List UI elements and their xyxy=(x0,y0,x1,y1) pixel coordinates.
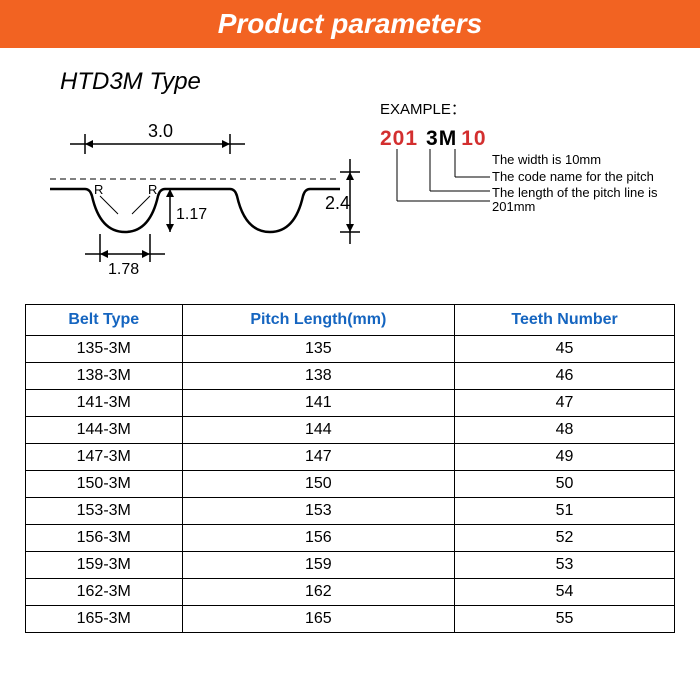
table-cell: 141-3M xyxy=(26,390,183,417)
belt-profile-svg: 3.0 R R 1.17 2.4 xyxy=(30,104,360,284)
table-cell: 165-3M xyxy=(26,606,183,633)
spec-table-container: Belt Type Pitch Length(mm) Teeth Number … xyxy=(0,304,700,633)
table-cell: 153 xyxy=(182,498,455,525)
table-cell: 162 xyxy=(182,579,455,606)
table-cell: 55 xyxy=(455,606,675,633)
table-row: 138-3M13846 xyxy=(26,363,675,390)
table-cell: 147-3M xyxy=(26,444,183,471)
table-cell: 159 xyxy=(182,552,455,579)
example-block: EXAMPLE： 2013M10 The width is 10mm The c… xyxy=(360,68,680,289)
table-row: 135-3M13545 xyxy=(26,336,675,363)
table-cell: 135-3M xyxy=(26,336,183,363)
table-cell: 48 xyxy=(455,417,675,444)
table-cell: 53 xyxy=(455,552,675,579)
table-cell: 162-3M xyxy=(26,579,183,606)
page-header: Product parameters xyxy=(0,0,700,48)
table-cell: 165 xyxy=(182,606,455,633)
table-header-row: Belt Type Pitch Length(mm) Teeth Number xyxy=(26,305,675,336)
col-teeth-number: Teeth Number xyxy=(455,305,675,336)
tooth-height-dim: 1.17 xyxy=(176,206,207,223)
example-title: EXAMPLE： xyxy=(380,98,680,119)
tooth-width-dim: 1.78 xyxy=(108,261,139,278)
table-cell: 144-3M xyxy=(26,417,183,444)
table-cell: 47 xyxy=(455,390,675,417)
table-cell: 156 xyxy=(182,525,455,552)
table-cell: 156-3M xyxy=(26,525,183,552)
table-row: 162-3M16254 xyxy=(26,579,675,606)
type-label: HTD3M Type xyxy=(60,68,360,96)
table-row: 153-3M15351 xyxy=(26,498,675,525)
exp-pitch: The code name for the pitch xyxy=(492,169,680,184)
table-cell: 52 xyxy=(455,525,675,552)
table-row: 159-3M15953 xyxy=(26,552,675,579)
radius-right: R xyxy=(148,182,157,197)
table-cell: 49 xyxy=(455,444,675,471)
table-body: 135-3M13545138-3M13846141-3M14147144-3M1… xyxy=(26,336,675,633)
table-cell: 144 xyxy=(182,417,455,444)
total-height-dim: 2.4 xyxy=(325,193,350,213)
table-cell: 46 xyxy=(455,363,675,390)
table-cell: 135 xyxy=(182,336,455,363)
spec-table: Belt Type Pitch Length(mm) Teeth Number … xyxy=(25,304,675,633)
table-cell: 51 xyxy=(455,498,675,525)
col-belt-type: Belt Type xyxy=(26,305,183,336)
table-row: 156-3M15652 xyxy=(26,525,675,552)
pitch-dim: 3.0 xyxy=(148,121,173,141)
table-cell: 50 xyxy=(455,471,675,498)
technical-drawing: HTD3M Type 3.0 R R 1.17 xyxy=(30,68,360,289)
table-row: 165-3M16555 xyxy=(26,606,675,633)
col-pitch-length: Pitch Length(mm) xyxy=(182,305,455,336)
table-row: 150-3M15050 xyxy=(26,471,675,498)
table-cell: 153-3M xyxy=(26,498,183,525)
table-cell: 54 xyxy=(455,579,675,606)
table-cell: 141 xyxy=(182,390,455,417)
header-title: Product parameters xyxy=(218,8,483,39)
table-cell: 150 xyxy=(182,471,455,498)
table-row: 144-3M14448 xyxy=(26,417,675,444)
table-cell: 159-3M xyxy=(26,552,183,579)
table-cell: 150-3M xyxy=(26,471,183,498)
table-cell: 138-3M xyxy=(26,363,183,390)
table-cell: 147 xyxy=(182,444,455,471)
table-cell: 45 xyxy=(455,336,675,363)
diagram-section: HTD3M Type 3.0 R R 1.17 xyxy=(0,48,700,304)
table-row: 141-3M14147 xyxy=(26,390,675,417)
table-row: 147-3M14749 xyxy=(26,444,675,471)
radius-left: R xyxy=(94,182,103,197)
table-cell: 138 xyxy=(182,363,455,390)
